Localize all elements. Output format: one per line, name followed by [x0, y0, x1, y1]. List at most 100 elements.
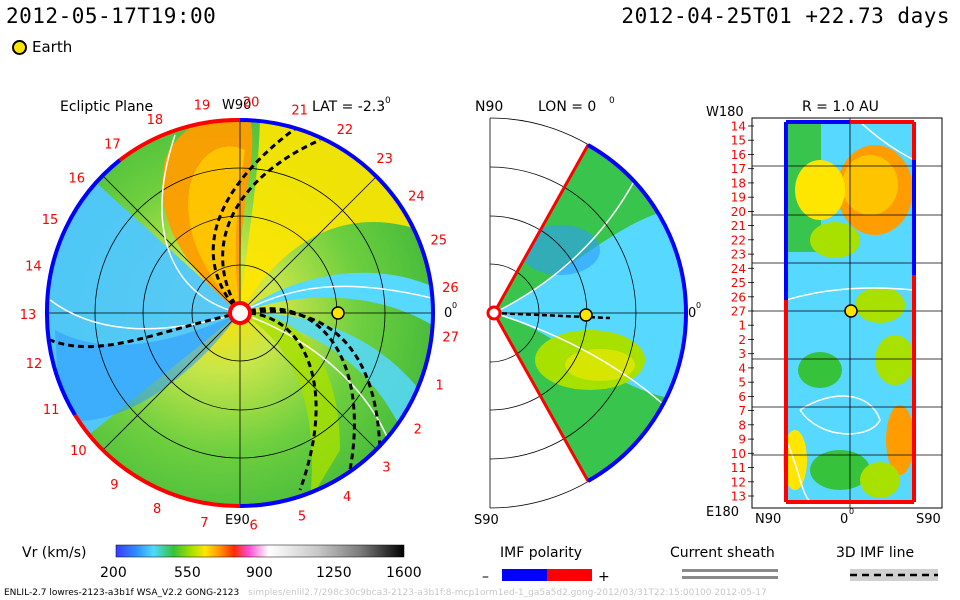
radial-bottom-left-label: E180 — [706, 505, 739, 520]
ecliptic-lat-label: LAT = -2.3 — [312, 99, 385, 115]
carrington-label: 5 — [298, 510, 306, 525]
carrington-label: 4 — [343, 490, 351, 505]
ecliptic-right-label: 0 — [444, 306, 452, 321]
radial-day-label: 5 — [738, 376, 746, 390]
radial-day-label: 14 — [731, 120, 746, 134]
radial-top-left-label: W180 — [706, 105, 744, 120]
carrington-label: 7 — [200, 516, 208, 531]
radial-day-label: 27 — [731, 305, 746, 319]
imf-line-title: 3D IMF line — [836, 545, 914, 561]
carrington-label: 26 — [442, 281, 459, 296]
carrington-label: 15 — [42, 213, 59, 228]
ecliptic-lat-degree: 0 — [385, 96, 391, 106]
carrington-label: 21 — [291, 104, 308, 119]
radial-day-label: 26 — [731, 290, 746, 304]
carrington-label: 17 — [104, 138, 121, 153]
carrington-label: 9 — [110, 478, 118, 493]
radial-day-label: 21 — [731, 219, 746, 233]
radial-day-label: 22 — [731, 233, 746, 247]
earth-legend-label: Earth — [32, 38, 73, 56]
carrington-label: 1 — [435, 378, 443, 393]
carrington-label: 10 — [70, 444, 87, 459]
meridional-lon-label: LON = 0 — [538, 99, 596, 115]
radial-title: R = 1.0 AU — [802, 99, 879, 115]
earth-legend: Earth — [12, 38, 72, 56]
carrington-label: 24 — [408, 190, 425, 205]
carrington-label: 8 — [153, 502, 161, 517]
radial-day-label: 7 — [738, 404, 746, 418]
radial-day-label: 6 — [738, 390, 746, 404]
colorbar-tick-550: 550 — [174, 565, 201, 581]
carrington-label: 20 — [243, 95, 260, 110]
radial-day-label: 24 — [731, 262, 746, 276]
imf-polarity-title: IMF polarity — [500, 545, 582, 561]
meridional-plane-panel — [486, 117, 688, 509]
sun-marker — [228, 301, 252, 325]
colorbar-tick-900: 900 — [246, 565, 273, 581]
carrington-label: 22 — [337, 123, 354, 138]
radial-day-labels: 1415161718192021222324252627123456789101… — [731, 120, 754, 504]
carrington-label: 14 — [25, 259, 42, 274]
radial-day-label: 3 — [738, 347, 746, 361]
carrington-label: 25 — [431, 233, 448, 248]
colorbar-label: Vr (km/s) — [22, 545, 86, 561]
imf-polarity-minus: – — [482, 569, 489, 585]
ecliptic-top-label: W90 — [222, 98, 251, 113]
current-sheath-title: Current sheath — [670, 545, 775, 561]
start-time-offset-label: 2012-04-25T01 +22.73 days — [621, 4, 950, 28]
ecliptic-title: Ecliptic Plane — [60, 99, 153, 115]
meridional-right-label: 0 — [688, 306, 696, 321]
earth-icon — [12, 39, 27, 55]
meridional-lon-degree: 0 — [609, 96, 615, 106]
earth-marker-ecliptic — [331, 306, 345, 320]
radial-day-label: 2 — [738, 333, 746, 347]
carrington-label: 2 — [414, 423, 422, 438]
radial-day-label: 9 — [738, 433, 746, 447]
current-time-label: 2012-05-17T19:00 — [6, 4, 217, 28]
imf-line-swatch — [850, 569, 938, 581]
carrington-label: 23 — [376, 152, 393, 167]
colorbar-tick-1250: 1250 — [316, 565, 352, 581]
radial-day-label: 10 — [731, 447, 746, 461]
carrington-label: 19 — [194, 98, 211, 113]
radial-day-label: 15 — [731, 134, 746, 148]
carrington-label: 11 — [43, 403, 60, 418]
radial-day-label: 23 — [731, 248, 746, 262]
radial-bottom-label-n90: N90 — [755, 512, 781, 527]
carrington-label: 18 — [147, 113, 164, 128]
radial-day-label: 25 — [731, 276, 746, 290]
radial-day-label: 8 — [738, 418, 746, 432]
meridional-right-degree: 0 — [696, 301, 701, 310]
colorbar-tick-1600: 1600 — [386, 565, 422, 581]
footer-run-info: simples/enlil2.7/298c30c9bca3-2123-a3b1f… — [248, 588, 767, 598]
carrington-label: 12 — [26, 357, 43, 372]
carrington-label: 13 — [20, 308, 37, 323]
radial-bottom-label-zero: 0 — [840, 512, 848, 527]
carrington-label: 6 — [249, 519, 257, 534]
imf-polarity-positive-swatch — [547, 569, 592, 581]
meridional-top-label: N90 — [475, 99, 503, 115]
radial-day-label: 1 — [738, 319, 746, 333]
imf-polarity-negative-swatch — [502, 569, 547, 581]
radial-day-label: 17 — [731, 162, 746, 176]
carrington-label: 16 — [69, 172, 86, 187]
carrington-label: 27 — [442, 330, 459, 345]
earth-marker-radial — [844, 304, 858, 318]
carrington-label: 3 — [382, 460, 390, 475]
radial-1au-panel — [751, 117, 943, 509]
radial-bottom-degree: 0 — [849, 507, 854, 516]
colorbar-tick-200: 200 — [100, 565, 127, 581]
ecliptic-plane-disk — [44, 117, 436, 509]
colorbar — [115, 544, 405, 558]
footer-model-info: ENLIL-2.7 lowres-2123-a3b1f WSA_V2.2 GON… — [4, 588, 240, 598]
radial-day-label: 12 — [731, 475, 746, 489]
ecliptic-bottom-label: E90 — [225, 513, 250, 528]
ecliptic-right-degree: 0 — [452, 301, 457, 310]
radial-day-label: 19 — [731, 191, 746, 205]
radial-day-label: 4 — [738, 361, 746, 375]
meridional-bottom-label: S90 — [474, 513, 499, 528]
earth-marker-meridional — [579, 308, 593, 322]
radial-day-label: 11 — [731, 461, 746, 475]
footer: ENLIL-2.7 lowres-2123-a3b1f WSA_V2.2 GON… — [4, 588, 767, 598]
